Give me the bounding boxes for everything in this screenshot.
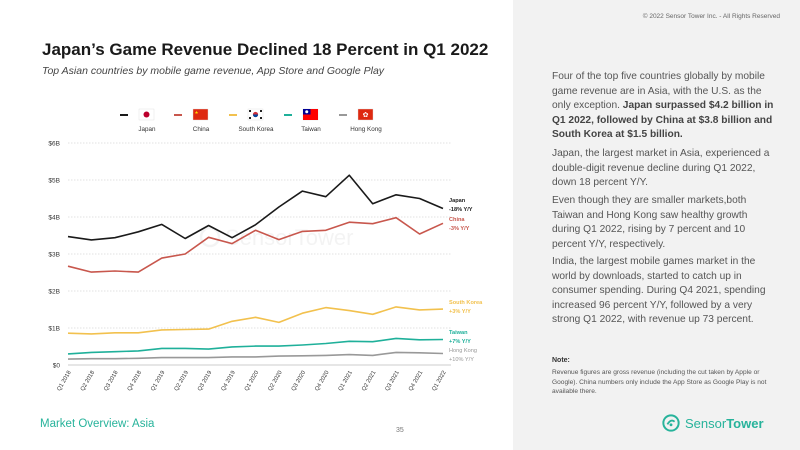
x-tick-label: Q2 2019 [174,370,190,392]
commentary-paragraph-4: India, the largest mobile games market i… [552,256,766,326]
y-tick-label: $1B [48,326,60,333]
chart-legend: Japan ★ China South Korea Taiwan ✿ Hong Kong [120,108,382,133]
chart-series-lines [67,174,444,360]
annotation-japan: Japan [449,198,466,204]
legend-item-japan: Japan [120,108,156,133]
x-tick-label: Q2 2021 [361,370,377,392]
annotation-taiwan: +7% Y/Y [449,339,471,345]
x-tick-label: Q2 2018 [80,370,96,392]
revenue-line-chart: SensorTower $0$1B$2B$3B$4B$5B$6B Q1 2018… [48,108,483,392]
commentary-panel [513,0,800,450]
section-footer: Market Overview: Asia [40,418,155,430]
chart-panel: Japan’s Game Revenue Declined 18 Percent… [40,40,489,434]
y-tick-label: $2B [48,289,60,296]
legend-label-hong_kong: Hong Kong [350,126,382,133]
legend-label-japan: Japan [138,126,156,133]
annotation-japan: -18% Y/Y [449,207,473,213]
x-tick-label: Q1 2021 [338,370,354,392]
series-line-hong_kong [67,351,444,360]
copyright-text: © 2022 Sensor Tower Inc. - All Rights Re… [642,13,780,20]
commentary-paragraph-1: Four of the top five countries globally … [552,70,774,143]
svg-text:✿: ✿ [363,112,369,119]
x-tick-label: Q3 2019 [197,370,213,392]
series-line-taiwan [67,337,444,355]
y-axis-ticks: $0 $1B $2B $3B $4B $5B $6B [48,141,60,370]
chart-gridlines [68,142,451,366]
legend-item-taiwan: Taiwan [284,108,321,133]
series-line-south_korea [67,306,444,335]
note-text: Revenue figures are gross revenue (inclu… [552,369,767,395]
x-tick-label: Q4 2021 [408,370,424,392]
x-tick-label: Q3 2021 [385,370,401,392]
y-tick-label: $6B [48,141,60,148]
annotation-hong_kong: +10% Y/Y [449,357,474,363]
page-number: 35 [396,427,404,434]
x-tick-label: Q1 2018 [56,370,72,392]
x-tick-label: Q2 2020 [267,370,283,392]
y-tick-label: $4B [48,215,60,222]
series-line-japan [67,174,444,241]
annotation-hong_kong: Hong Kong [449,348,477,354]
legend-label-taiwan: Taiwan [301,126,321,133]
y-tick-label: $5B [48,178,60,185]
annotation-taiwan: Taiwan [449,330,468,336]
flag-icon-taiwan [302,108,319,121]
x-tick-label: Q4 2020 [314,370,330,392]
legend-item-south_korea: South Korea [229,108,274,133]
annotation-south_korea: South Korea [449,300,483,306]
legend-label-china: China [193,126,210,133]
series-annotations: Japan -18% Y/Y China -3% Y/Y South Korea +3% … [449,198,483,363]
commentary-p1-text: Four of the top five countries globally … [552,71,765,112]
flag-icon-hong_kong: ✿ [357,108,374,121]
legend-item-hong_kong: ✿ Hong Kong [339,108,382,133]
page-title: Japan’s Game Revenue Declined 18 Percent… [42,40,489,59]
annotation-china: China [449,217,465,223]
x-tick-label: Q4 2018 [127,370,143,392]
y-tick-label: $3B [48,252,60,259]
x-tick-label: Q1 2020 [244,370,260,392]
note-heading: Note: [552,357,570,364]
x-tick-label: Q3 2018 [103,370,119,392]
flag-icon-south_korea [247,108,264,121]
annotation-china: -3% Y/Y [449,226,470,232]
page-subtitle: Top Asian countries by mobile game reven… [42,65,385,77]
x-axis-ticks: Q1 2018 Q2 2018 Q3 2018 Q4 2018 Q1 2019 Q2 20… [56,370,447,392]
sensor-tower-logo-icon [662,414,680,432]
annotation-south_korea: +3% Y/Y [449,309,471,315]
x-tick-label: Q1 2019 [150,370,166,392]
x-tick-label: Q4 2019 [220,370,236,392]
logo-text-part-1: Sensor [685,415,727,431]
commentary-paragraph-2: Japan, the largest market in Asia, exper… [552,148,770,189]
logo-text-part-2: Tower [726,415,764,431]
series-line-china [67,216,444,273]
flag-icon-japan [138,108,155,121]
commentary-p1-bold: Japan surpassed $4.2 billion in Q1 2022,… [552,100,774,141]
x-tick-label: Q3 2020 [291,370,307,392]
sensor-tower-logo-text: SensorTower [685,416,764,431]
commentary-paragraph-3: Even though they are smaller markets,bot… [552,195,748,250]
flag-icon-china: ★ [192,108,209,121]
svg-text:★: ★ [195,110,200,115]
y-tick-label: $0 [53,363,61,370]
x-tick-label: Q1 2022 [431,370,447,392]
legend-label-south_korea: South Korea [238,126,274,133]
legend-item-china: ★ China [174,108,210,133]
sensor-tower-logo: SensorTower [662,414,764,432]
